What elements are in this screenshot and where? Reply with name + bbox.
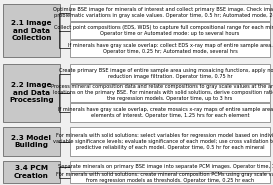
FancyBboxPatch shape <box>70 84 270 102</box>
Text: For minerals with solid solutions: create mineral composition PCMs using gray sc: For minerals with solid solutions: creat… <box>55 172 273 183</box>
Text: Collect point compositions (EDS, WDS) to capture full compositional range for ea: Collect point compositions (EDS, WDS) to… <box>54 25 273 36</box>
Text: 2.1 Image
and Data
Collection: 2.1 Image and Data Collection <box>11 20 52 41</box>
FancyBboxPatch shape <box>3 64 60 122</box>
Text: Create primary BSE image of entire sample area using mosaicing functions, apply : Create primary BSE image of entire sampl… <box>59 68 273 79</box>
Text: Optimize BSE image for minerals of interest and collect primary BSE image. Check: Optimize BSE image for minerals of inter… <box>53 7 273 18</box>
FancyBboxPatch shape <box>70 40 270 57</box>
Text: If minerals have gray scale overlap, create mosaics x-ray maps of entire sample : If minerals have gray scale overlap, cre… <box>58 107 273 118</box>
FancyBboxPatch shape <box>70 4 270 21</box>
Text: 2.3 Model
Building: 2.3 Model Building <box>11 135 51 148</box>
FancyBboxPatch shape <box>70 173 270 183</box>
Text: For minerals with solid solutions: select variables for regression model based o: For minerals with solid solutions: selec… <box>53 133 273 150</box>
FancyBboxPatch shape <box>70 64 270 83</box>
Text: 2.2 Image
and Data
Processing: 2.2 Image and Data Processing <box>9 83 54 103</box>
Text: If minerals have gray scale overlap: collect EDS x-ray map of entire sample area: If minerals have gray scale overlap: col… <box>67 43 272 54</box>
Text: 3.4 PCM
Creation: 3.4 PCM Creation <box>14 165 49 179</box>
FancyBboxPatch shape <box>70 22 270 39</box>
FancyBboxPatch shape <box>3 127 60 156</box>
FancyBboxPatch shape <box>70 161 270 171</box>
Text: Separate minerals on primary BSE image into separate PCM images. Operator time, : Separate minerals on primary BSE image i… <box>58 164 273 169</box>
FancyBboxPatch shape <box>70 127 270 156</box>
FancyBboxPatch shape <box>3 161 60 183</box>
Text: Process mineral composition data and relate compositions to gray scale values at: Process mineral composition data and rel… <box>51 85 273 101</box>
FancyBboxPatch shape <box>70 103 270 122</box>
FancyBboxPatch shape <box>3 4 60 57</box>
